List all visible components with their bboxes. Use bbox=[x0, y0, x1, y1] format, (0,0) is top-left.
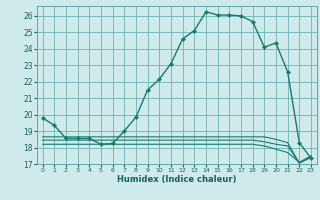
X-axis label: Humidex (Indice chaleur): Humidex (Indice chaleur) bbox=[117, 175, 236, 184]
